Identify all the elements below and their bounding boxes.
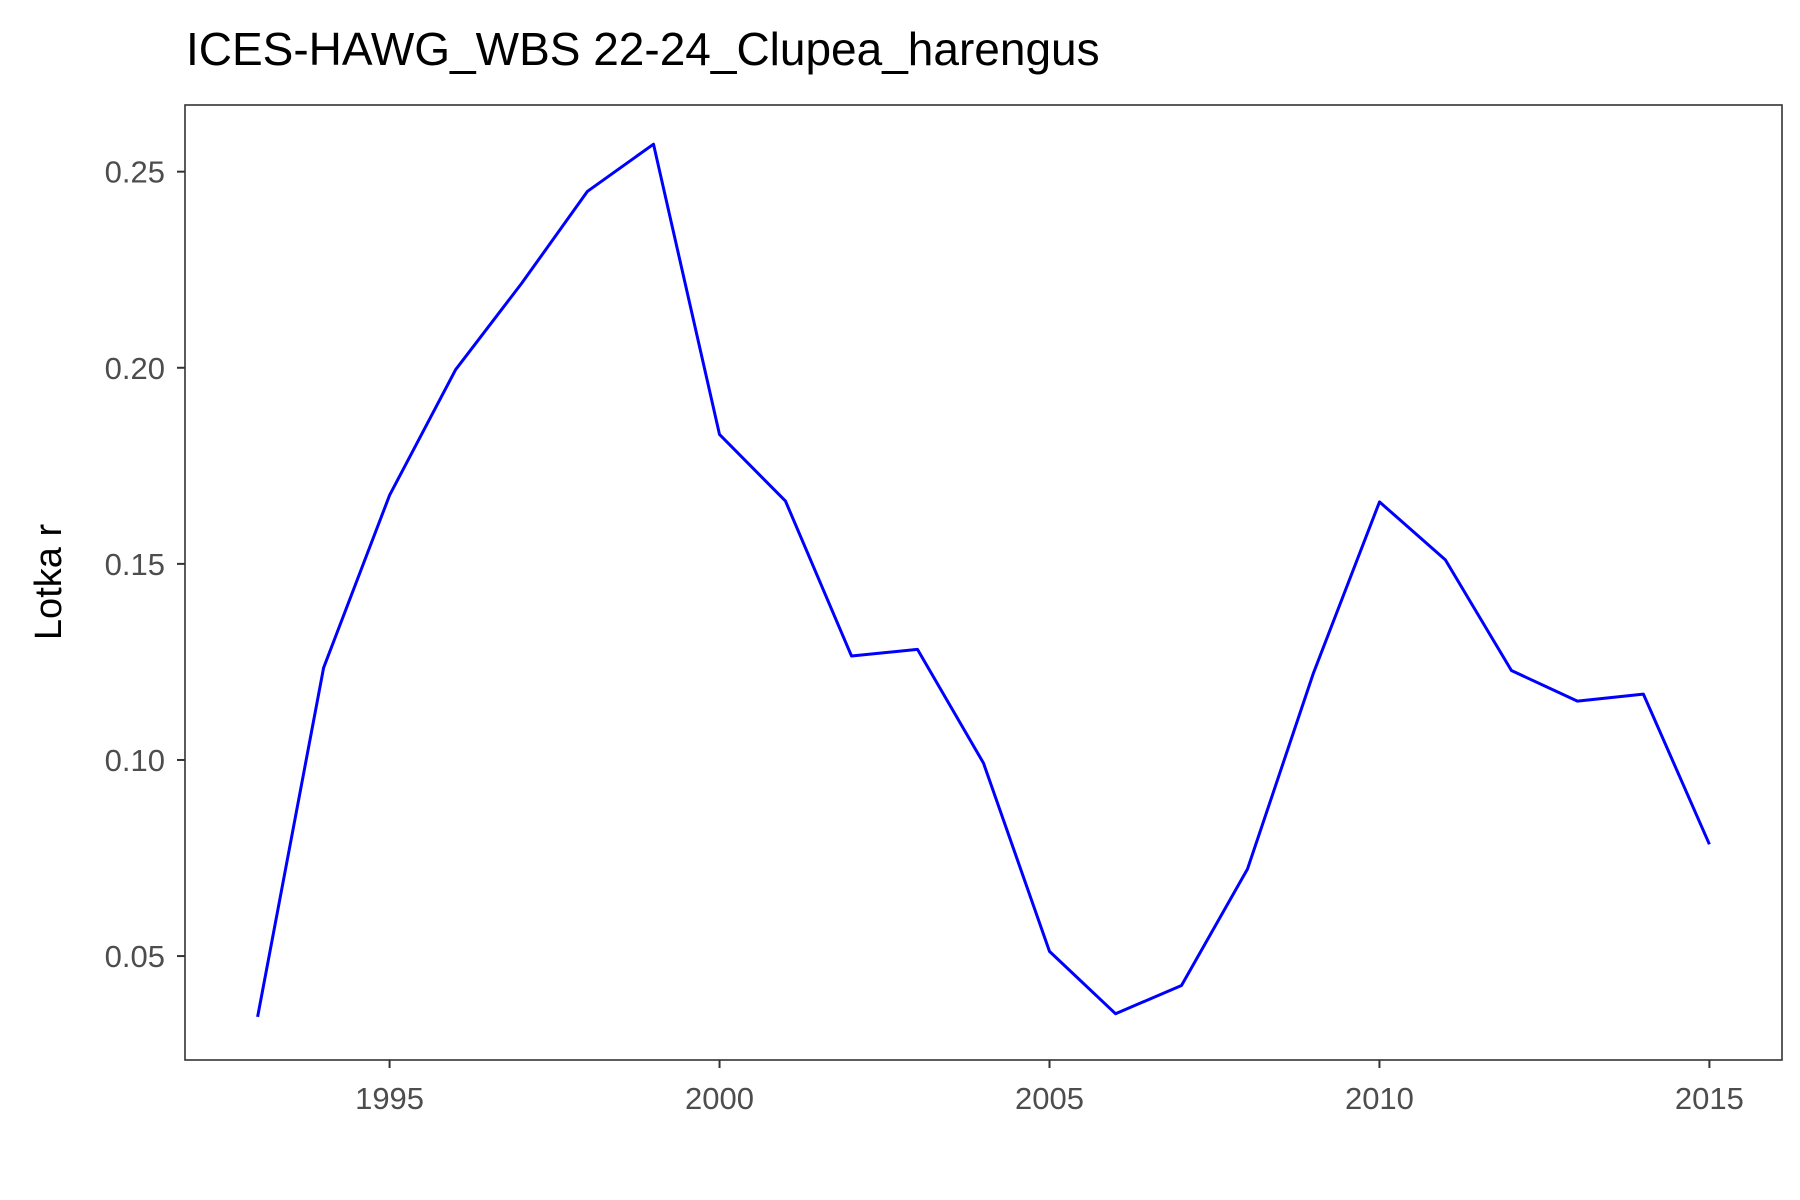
y-tick-label: 0.15 (105, 547, 165, 582)
plot-panel (184, 104, 1783, 1061)
series-layer (256, 142, 1711, 1018)
x-tick-label: 2010 (1345, 1081, 1414, 1116)
x-tick-label: 2000 (685, 1081, 754, 1116)
series-line-0 (256, 142, 1711, 1018)
y-tick-label: 0.25 (105, 155, 165, 190)
y-tick-label: 0.20 (105, 351, 165, 386)
y-axis-label: Lotka r (28, 524, 70, 641)
x-axis: 1995 2000 2005 2010 2015 (355, 1060, 1744, 1116)
x-tick-label: 2005 (1015, 1081, 1084, 1116)
y-axis: 0.05 0.10 0.15 0.20 0.25 (105, 155, 185, 974)
x-tick-label: 1995 (355, 1081, 424, 1116)
y-tick-label: 0.05 (105, 939, 165, 974)
x-tick-label: 2015 (1675, 1081, 1744, 1116)
y-tick-label: 0.10 (105, 743, 165, 778)
chart-title: ICES-HAWG_WBS 22-24_Clupea_harengus (186, 23, 1100, 75)
